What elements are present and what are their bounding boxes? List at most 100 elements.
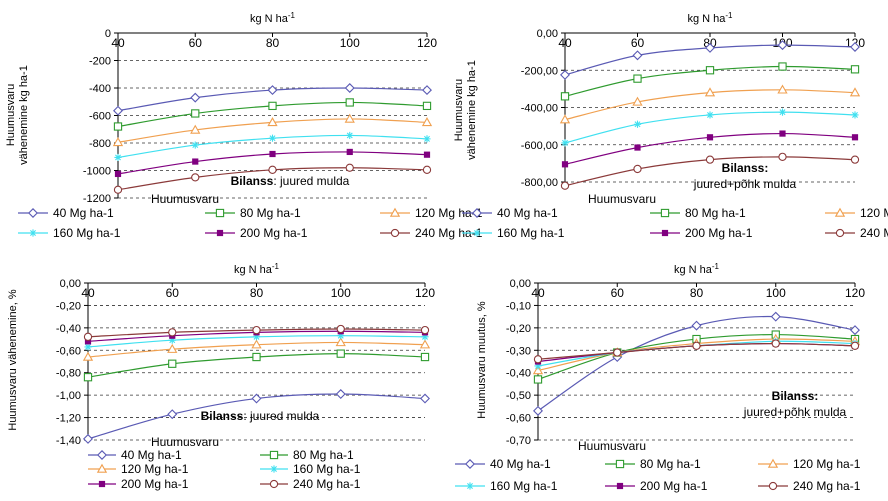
data-point [533, 355, 543, 364]
data-point [705, 66, 715, 75]
data-point [770, 311, 781, 322]
legend-label: 160 Mg ha-1 [293, 462, 361, 476]
data-point [633, 74, 642, 83]
data-point-shape [421, 117, 433, 127]
y-axis-title: vähenemine kg ha-1 [18, 65, 30, 165]
legend-marker-shape [835, 228, 845, 238]
data-point-shape [251, 339, 262, 349]
data-point [252, 325, 261, 335]
y-tick-label: -800 [89, 138, 111, 150]
data-point [850, 41, 860, 52]
legend-label: 200 Mg ha-1 [121, 477, 189, 491]
data-point-shape [252, 325, 261, 335]
legend-marker [835, 228, 845, 238]
data-point-shape [335, 337, 346, 347]
data-point [705, 42, 715, 53]
data-point [533, 375, 543, 384]
data-point-shape [632, 50, 643, 61]
legend-label: 120 Mg ha-1 [415, 206, 483, 220]
y-tick-label: -1200 [83, 193, 111, 205]
data-point-shape [192, 158, 199, 165]
data-point-shape [851, 134, 859, 141]
data-point [423, 135, 431, 143]
data-point-shape [344, 113, 355, 123]
y-tick-label: -200 [89, 56, 111, 68]
legend-marker [834, 207, 846, 217]
y-tick-label: 0,00 [60, 278, 81, 290]
data-point [850, 65, 860, 74]
legend-marker [215, 208, 225, 218]
data-point [422, 85, 432, 96]
data-point [252, 352, 261, 362]
data-point-shape [252, 333, 261, 341]
data-point [777, 40, 788, 51]
data-point [83, 433, 93, 444]
legend-marker-shape [270, 465, 278, 473]
data-point [83, 332, 93, 341]
legend-marker-shape [465, 459, 475, 469]
data-point-shape [633, 120, 642, 128]
x-axis-title: kg N ha-1 [687, 11, 733, 25]
legend-marker-shape [96, 463, 108, 473]
data-point-shape [420, 393, 430, 404]
data-point-shape [850, 155, 860, 164]
data-point-shape [114, 170, 122, 178]
data-point-shape [705, 66, 715, 75]
annotation: Bilanss: juured mulda [201, 409, 320, 423]
data-point-shape [421, 333, 429, 341]
x-axis-title-exponent: -1 [725, 11, 733, 20]
legend-marker-shape [661, 229, 669, 237]
data-point-shape [534, 362, 542, 370]
data-point-shape [560, 181, 570, 190]
legend-marker-shape [390, 228, 400, 238]
legend-marker [768, 481, 778, 491]
data-point-shape [113, 122, 123, 131]
data-point [252, 333, 261, 341]
legend-marker [767, 458, 779, 468]
legend-marker [28, 208, 38, 218]
data-point-shape [705, 42, 715, 53]
data-point-shape [420, 325, 430, 335]
data-point-shape [167, 409, 178, 420]
data-point [850, 155, 860, 164]
y-tick-label: -0,40 [506, 368, 531, 380]
legend-label: 160 Mg ha-1 [497, 226, 565, 240]
legend-marker [269, 479, 279, 489]
annotation-bold: Bilanss: [722, 161, 769, 175]
y-tick-label: -0,20 [56, 300, 81, 312]
data-point [706, 111, 714, 119]
data-point [84, 343, 92, 351]
y-tick-label: -1,40 [56, 435, 81, 447]
data-point [191, 173, 200, 182]
data-point-shape [634, 144, 641, 151]
data-point-shape [422, 101, 432, 111]
annotation-bold: Bilanss [231, 174, 274, 188]
data-point-shape [191, 109, 200, 118]
y-tick-label: -400 [89, 83, 111, 95]
data-point-shape [113, 185, 123, 194]
data-point [851, 134, 859, 141]
legend-label: 240 Mg ha-1 [293, 477, 361, 491]
y-tick-label: -0,80 [56, 368, 81, 380]
y-tick-label: -0,70 [506, 435, 531, 447]
y-tick-label: -0,30 [506, 345, 531, 357]
legend-marker [661, 229, 669, 237]
data-point [346, 148, 353, 156]
data-point-shape [706, 134, 714, 141]
legend-label: 120 Mg ha-1 [860, 206, 888, 220]
x-tick-label: 60 [189, 36, 203, 50]
data-point-shape [705, 155, 715, 164]
legend-label: 80 Mg ha-1 [293, 448, 354, 462]
legend-title: Huumusvaru [151, 435, 219, 449]
data-point [534, 362, 542, 370]
data-point-shape [850, 325, 860, 336]
data-point-shape [778, 152, 787, 162]
data-point-shape [191, 141, 199, 149]
legend-label: 40 Mg ha-1 [53, 206, 114, 220]
legend-title: Huumusvaru [151, 192, 219, 206]
legend-marker [660, 208, 670, 218]
legend-label: 240 Mg ha-1 [793, 479, 861, 493]
data-point [422, 101, 432, 111]
data-point-shape [191, 173, 200, 182]
data-point-shape [849, 87, 861, 97]
